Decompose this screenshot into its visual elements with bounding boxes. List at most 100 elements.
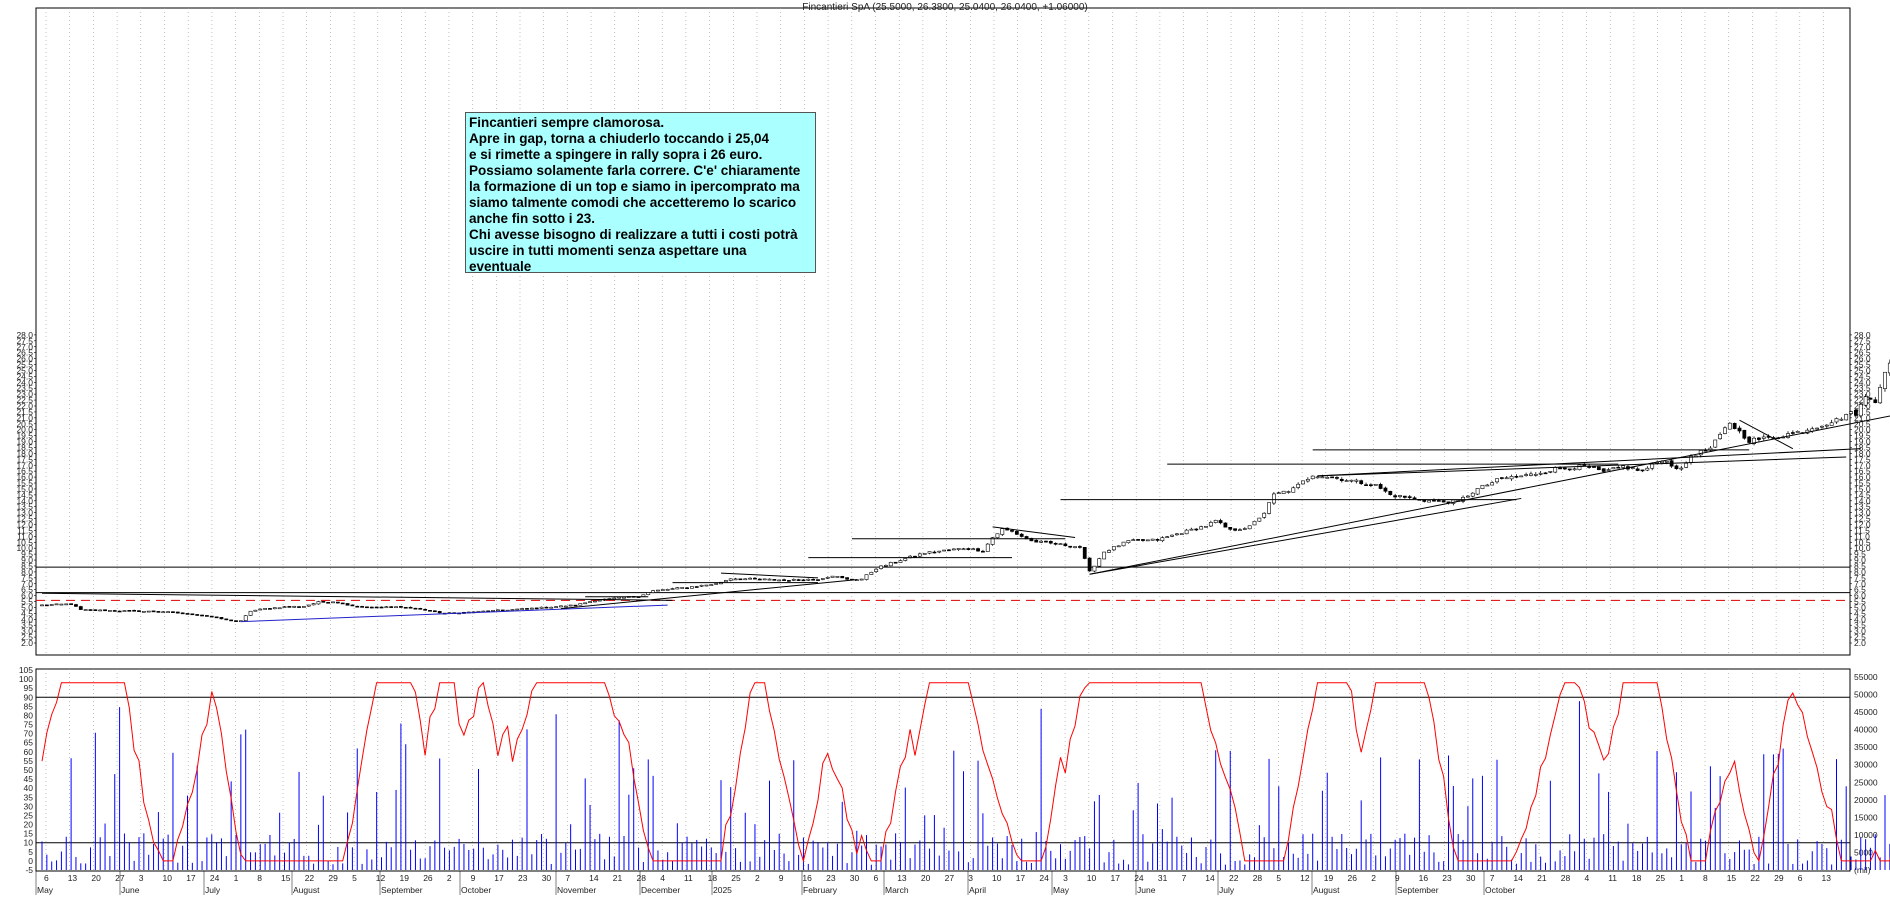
price-axis-left-label: 7.5 (21, 573, 33, 583)
osc-axis-left-label: 45 (24, 774, 34, 784)
x-day-label: 2 (755, 873, 760, 883)
x-day-label: 21 (1537, 873, 1547, 883)
candle-body (78, 606, 83, 610)
x-day-label: 3 (139, 873, 144, 883)
candle-body (112, 610, 117, 612)
candle-body (1854, 409, 1858, 416)
osc-axis-left-label: 90 (24, 692, 34, 702)
x-day-label: 18 (708, 873, 718, 883)
candle-body (1582, 464, 1587, 466)
x-day-label: 4 (660, 873, 665, 883)
candle-body (306, 604, 311, 607)
candle-body (1068, 545, 1073, 548)
x-day-label: 1 (234, 873, 239, 883)
candle-body (64, 603, 69, 606)
candle-body (1723, 427, 1727, 434)
candle-body (1548, 471, 1553, 473)
candle-body (175, 611, 180, 614)
chart-title: Fincantieri SpA (25.5000, 26.3800, 25.04… (802, 2, 1088, 13)
candle-body (1839, 418, 1844, 421)
candle-body (782, 579, 786, 581)
price-axis-left-label: 5.5 (21, 597, 33, 607)
candle-body (1281, 490, 1286, 494)
candle-body (1102, 551, 1107, 560)
x-month-label: September (381, 885, 423, 895)
trendline (41, 592, 673, 601)
candle-body (845, 577, 850, 580)
x-day-label: 11 (1608, 873, 1617, 883)
candle-body (1014, 531, 1019, 535)
candle-body (1053, 542, 1058, 545)
price-axis-right-label: 23.0 (1854, 389, 1871, 399)
candle-body (1044, 540, 1048, 543)
candle-body (529, 607, 534, 610)
x-day-label: 13 (897, 873, 907, 883)
x-day-label: 16 (802, 873, 812, 883)
x-month-label: August (1313, 885, 1340, 895)
x-day-label: 9 (779, 873, 784, 883)
candle-body (830, 575, 835, 578)
candle-body (1718, 433, 1723, 440)
trendline (1739, 419, 1794, 450)
candle-body (1233, 528, 1238, 531)
candle-body (1863, 396, 1868, 406)
x-day-label: 6 (874, 873, 879, 883)
candle-body (651, 590, 656, 593)
x-day-label: 1 (1679, 873, 1684, 883)
candle-body (656, 589, 660, 592)
candle-body (1276, 492, 1281, 495)
candle-body (195, 614, 200, 616)
price-axis-left-label: 4.5 (21, 608, 33, 618)
price-axis-left-label: 9.5 (21, 549, 33, 559)
price-axis-left-label: 4.0 (21, 614, 33, 624)
candle-body (1082, 547, 1087, 559)
candle-body (1524, 474, 1529, 476)
candle-body (1373, 484, 1378, 486)
candle-body (1873, 399, 1878, 403)
candle-body (1315, 476, 1320, 479)
price-axis-right-label: 27.0 (1854, 342, 1871, 352)
candle-body (1432, 499, 1436, 502)
candle-body (995, 533, 1000, 538)
x-day-label: 20 (91, 873, 101, 883)
candle-body (146, 610, 151, 613)
candle-body (1359, 480, 1364, 485)
x-day-label: 10 (992, 873, 1002, 883)
candle-body (1509, 476, 1514, 480)
candle-body (840, 576, 845, 579)
candle-body (1136, 539, 1141, 541)
price-axis-right-label: 17.0 (1854, 460, 1871, 470)
candle-body (966, 548, 971, 550)
candle-body (743, 578, 748, 581)
price-axis-right-label: 27.5 (1854, 336, 1871, 346)
osc-axis-right-label: 5000 (1854, 847, 1873, 857)
price-axis-left-label: 22.0 (16, 401, 33, 411)
price-axis-right-label: 26.5 (1854, 348, 1871, 358)
osc-axis-left-label: 40 (24, 783, 34, 793)
candle-body (413, 607, 418, 610)
candle-body (59, 603, 64, 606)
candle-body (1354, 479, 1359, 482)
candle-body (1475, 488, 1480, 495)
candle-body (1111, 546, 1116, 551)
x-day-label: 14 (589, 873, 599, 883)
candle-body (161, 611, 166, 614)
candle-body (1145, 539, 1150, 542)
candle-body (209, 615, 214, 618)
x-month-label: December (641, 885, 680, 895)
trendline (1089, 415, 1890, 575)
price-axis-right-label: 9.0 (1854, 555, 1866, 565)
candle-body (1383, 487, 1388, 492)
osc-axis-left-label: 70 (24, 729, 34, 739)
x-month-label: 2025 (713, 885, 732, 895)
candle-body (1330, 476, 1335, 479)
osc-axis-left-label: 60 (24, 747, 34, 757)
candle-body (219, 617, 224, 620)
price-axis-left-label: 20.5 (16, 419, 33, 429)
price-axis-left-label: 26.5 (16, 348, 33, 358)
candle-body (418, 608, 423, 610)
candle-body (1393, 495, 1398, 498)
x-day-label: 19 (1324, 873, 1334, 883)
candle-body (360, 606, 365, 608)
osc-axis-left-label: 50 (24, 765, 34, 775)
